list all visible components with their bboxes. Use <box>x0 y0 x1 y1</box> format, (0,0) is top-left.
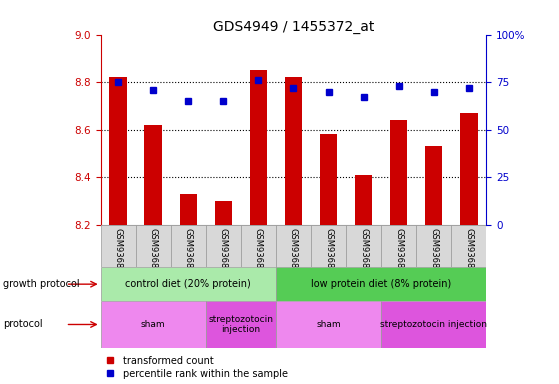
Bar <box>276 267 486 301</box>
Text: streptozotocin injection: streptozotocin injection <box>380 320 487 329</box>
Text: streptozotocin
injection: streptozotocin injection <box>209 315 273 334</box>
Text: GSM936824: GSM936824 <box>149 228 158 279</box>
Bar <box>285 77 302 225</box>
Text: sham: sham <box>316 320 341 329</box>
Bar <box>460 113 477 225</box>
Text: GSM936833: GSM936833 <box>465 228 473 279</box>
Bar <box>451 225 486 267</box>
Bar <box>144 125 162 225</box>
Bar <box>241 225 276 267</box>
Bar <box>101 267 276 301</box>
Bar <box>276 225 311 267</box>
Text: GSM936829: GSM936829 <box>324 228 333 279</box>
Bar <box>381 301 486 348</box>
Bar <box>215 201 232 225</box>
Bar <box>390 120 408 225</box>
Text: GSM936825: GSM936825 <box>184 228 193 279</box>
Bar <box>381 225 416 267</box>
Bar <box>136 225 170 267</box>
Text: GSM936823: GSM936823 <box>113 228 122 279</box>
Text: GSM936831: GSM936831 <box>394 228 403 279</box>
Bar <box>101 225 136 267</box>
Text: low protein diet (8% protein): low protein diet (8% protein) <box>311 279 451 289</box>
Bar <box>170 225 206 267</box>
Title: GDS4949 / 1455372_at: GDS4949 / 1455372_at <box>213 20 374 33</box>
Bar <box>311 225 346 267</box>
Bar <box>355 175 372 225</box>
Bar <box>250 70 267 225</box>
Bar <box>206 225 241 267</box>
Bar <box>276 301 381 348</box>
Text: protocol: protocol <box>3 319 42 329</box>
Legend: transformed count, percentile rank within the sample: transformed count, percentile rank withi… <box>106 356 288 379</box>
Bar <box>206 301 276 348</box>
Text: growth protocol: growth protocol <box>3 279 79 289</box>
Text: GSM936830: GSM936830 <box>359 228 368 279</box>
Text: GSM936827: GSM936827 <box>254 228 263 279</box>
Bar <box>110 77 127 225</box>
Text: sham: sham <box>141 320 165 329</box>
Text: control diet (20% protein): control diet (20% protein) <box>125 279 251 289</box>
Bar <box>179 194 197 225</box>
Bar <box>425 146 443 225</box>
Bar <box>101 301 206 348</box>
Text: GSM936826: GSM936826 <box>219 228 228 279</box>
Text: GSM936832: GSM936832 <box>429 228 438 279</box>
Bar <box>346 225 381 267</box>
Bar <box>320 134 337 225</box>
Text: GSM936828: GSM936828 <box>289 228 298 279</box>
Bar <box>416 225 451 267</box>
